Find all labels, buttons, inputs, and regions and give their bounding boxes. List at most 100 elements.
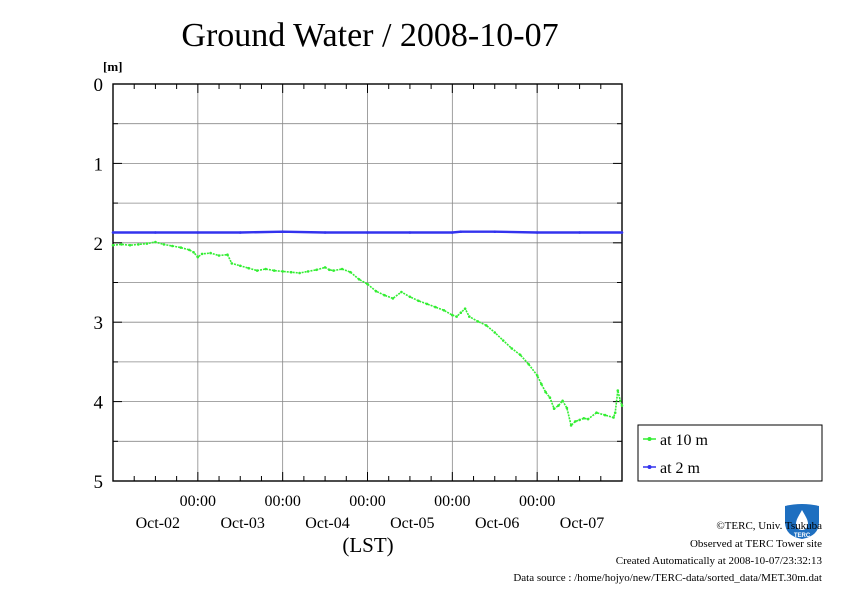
x-axis-label: (LST) bbox=[342, 533, 393, 557]
data-point bbox=[434, 305, 437, 309]
data-point bbox=[493, 230, 497, 233]
data-point bbox=[128, 243, 132, 247]
data-point bbox=[620, 404, 624, 407]
legend: at 10 m at 2 m bbox=[637, 424, 823, 482]
data-point bbox=[137, 243, 140, 246]
data-point bbox=[535, 374, 539, 377]
x-tick-time: 00:00 bbox=[519, 493, 555, 510]
data-point bbox=[569, 424, 573, 427]
legend-marker bbox=[647, 437, 652, 441]
data-point bbox=[527, 363, 530, 366]
data-point bbox=[200, 252, 204, 256]
credit-source: Data source : /home/hojyo/new/TERC-data/… bbox=[513, 572, 822, 584]
x-tick-date: Oct-05 bbox=[390, 515, 434, 532]
data-point bbox=[476, 320, 480, 323]
data-point bbox=[328, 268, 331, 272]
data-point bbox=[332, 269, 335, 272]
data-point bbox=[501, 339, 505, 342]
data-point bbox=[552, 407, 556, 411]
data-point bbox=[548, 396, 552, 399]
data-point bbox=[217, 254, 221, 257]
data-point bbox=[451, 313, 454, 317]
data-point bbox=[374, 289, 378, 293]
data-point bbox=[510, 347, 513, 350]
legend-label: at 10 m bbox=[660, 432, 709, 449]
data-point bbox=[578, 418, 581, 422]
data-point bbox=[196, 255, 200, 259]
data-point bbox=[289, 270, 293, 274]
logo-text: TERC bbox=[794, 533, 811, 539]
data-point bbox=[239, 264, 242, 268]
data-point bbox=[463, 307, 467, 311]
data-point bbox=[493, 331, 497, 334]
x-tick-time: 00:00 bbox=[434, 493, 470, 510]
credit-copyright: ©TERC, Univ. Tsukuba bbox=[716, 520, 822, 532]
data-point bbox=[272, 269, 276, 272]
data-point bbox=[281, 230, 285, 233]
data-point bbox=[612, 416, 615, 419]
data-point bbox=[603, 413, 607, 417]
credit-observed: Observed at TERC Tower site bbox=[689, 538, 822, 550]
data-point bbox=[247, 266, 250, 270]
data-point bbox=[179, 246, 183, 249]
legend-box bbox=[637, 424, 823, 482]
data-point bbox=[391, 297, 395, 300]
x-tick-time: 00:00 bbox=[180, 493, 216, 510]
series-line bbox=[113, 230, 622, 234]
data-point bbox=[162, 243, 166, 246]
x-tick-date: Oct-03 bbox=[220, 515, 264, 532]
legend-label: at 2 m bbox=[660, 460, 701, 477]
data-point bbox=[451, 231, 454, 234]
y-tick-label: 0 bbox=[94, 75, 104, 96]
data-point bbox=[565, 406, 569, 410]
legend-marker bbox=[647, 465, 652, 469]
chart-title: Ground Water / 2008-10-07 bbox=[181, 17, 558, 54]
data-point bbox=[154, 240, 157, 244]
data-point bbox=[613, 411, 617, 415]
data-point bbox=[357, 278, 361, 281]
data-point bbox=[154, 231, 157, 234]
data-point bbox=[442, 309, 446, 312]
x-tick-date: Oct-06 bbox=[475, 515, 519, 532]
data-point bbox=[561, 399, 564, 403]
data-point bbox=[145, 242, 149, 245]
axis-ticks bbox=[112, 83, 623, 482]
y-tick-label: 3 bbox=[94, 313, 104, 334]
data-point bbox=[281, 270, 285, 273]
credit-created: Created Automatically at 2008-10-07/23:3… bbox=[615, 555, 822, 567]
data-point bbox=[383, 293, 386, 297]
data-point bbox=[582, 417, 586, 420]
x-tick-time: 00:00 bbox=[264, 493, 300, 510]
data-point bbox=[544, 390, 547, 394]
data-point bbox=[323, 231, 327, 234]
data-point bbox=[226, 253, 229, 256]
data-point bbox=[239, 231, 242, 234]
y-axis-unit: [m] bbox=[103, 59, 123, 74]
data-point bbox=[192, 251, 195, 254]
data-point bbox=[188, 248, 191, 252]
data-point bbox=[209, 251, 212, 255]
data-point bbox=[455, 315, 458, 318]
data-point bbox=[349, 270, 352, 274]
data-point bbox=[459, 311, 463, 315]
data-point bbox=[408, 231, 412, 234]
x-tick-date: Oct-04 bbox=[305, 515, 349, 532]
data-point bbox=[171, 244, 174, 248]
data-point bbox=[425, 302, 429, 306]
data-point bbox=[264, 267, 268, 271]
y-tick-label: 1 bbox=[94, 154, 104, 175]
data-point bbox=[468, 315, 471, 318]
data-point bbox=[535, 231, 539, 234]
data-point bbox=[557, 404, 560, 407]
x-tick-labels: 00:00Oct-0200:00Oct-0300:00Oct-0400:00Oc… bbox=[136, 493, 605, 532]
data-point bbox=[111, 231, 115, 234]
data-point bbox=[366, 282, 369, 286]
terc-logo: TERC bbox=[785, 504, 819, 539]
data-point bbox=[120, 243, 123, 246]
data-point bbox=[408, 295, 412, 299]
data-point bbox=[400, 290, 403, 294]
data-point bbox=[578, 231, 581, 234]
data-point bbox=[595, 411, 598, 415]
data-point bbox=[616, 389, 620, 392]
series-group bbox=[111, 230, 624, 427]
